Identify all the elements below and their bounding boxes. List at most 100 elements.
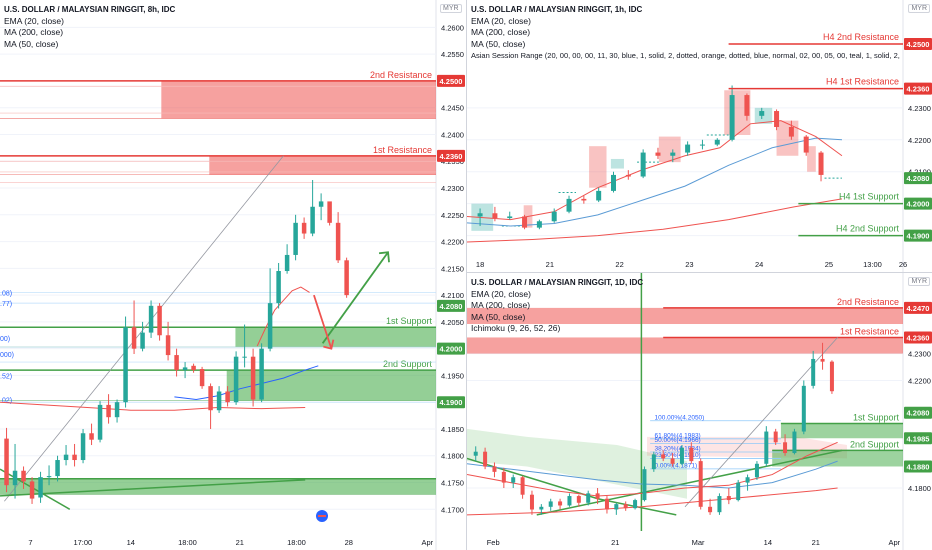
candle-body: [801, 385, 806, 432]
candle-body: [501, 471, 506, 483]
chart-8h-canvas[interactable]: 4.26004.25504.25004.24504.24004.23504.23…: [0, 0, 466, 550]
panel-divider-horizontal: [466, 272, 932, 273]
price-label-text: 4.1985: [907, 434, 930, 443]
candle-body: [477, 213, 483, 217]
candle-body: [123, 327, 128, 403]
price-label-text: 4.2360: [907, 85, 930, 94]
x-tick-label: 21: [546, 260, 554, 269]
candle-body: [595, 493, 600, 499]
x-tick-label: 21: [812, 538, 820, 547]
candle-body: [310, 206, 315, 234]
candle-body: [473, 451, 478, 456]
chart-8h-panel[interactable]: 4.26004.25504.25004.24504.24004.23504.23…: [0, 0, 466, 550]
y-tick-label: 4.2300: [441, 184, 464, 193]
y-tick-label: 4.1750: [441, 479, 464, 488]
chart-1d-canvas[interactable]: 4.2300 4.2200 4.1800 Feb 21 Mar 14 21 Apr 2nd Res…: [467, 273, 932, 550]
candle-body: [586, 493, 591, 503]
candle-body: [38, 477, 43, 498]
price-label-badge: [437, 149, 465, 162]
candle-body: [614, 504, 619, 510]
ema-line: [467, 441, 838, 497]
candle-body: [55, 460, 60, 477]
candle-body: [803, 136, 809, 153]
bearish-arrow-head: [323, 339, 335, 350]
candle-body: [335, 222, 341, 261]
price-label-badge: [437, 342, 465, 355]
candle-body: [699, 144, 705, 146]
fib-label: 61.80%(4.1983): [654, 432, 700, 439]
candle-body: [788, 127, 794, 137]
candle-body: [114, 402, 120, 418]
candle-body: [157, 305, 162, 336]
price-label-badge: [437, 74, 465, 87]
price-label-text: 4.2080: [907, 409, 930, 418]
candle-body: [581, 198, 587, 201]
candle-body: [745, 477, 750, 483]
session-box: [658, 136, 681, 163]
y-tick-label: 4.1800: [908, 484, 931, 493]
candle-body: [774, 111, 780, 128]
x-tick-label: 18: [476, 260, 484, 269]
candle-body: [792, 431, 797, 454]
candle-body: [4, 438, 9, 486]
bullish-arrow-head: [378, 251, 390, 263]
candle-body: [63, 454, 69, 461]
candle-body: [165, 335, 171, 356]
candle-body: [640, 152, 646, 177]
y-tick-label: 4.2200: [908, 136, 931, 145]
candle-body: [708, 506, 713, 513]
ma200-line: [467, 198, 843, 243]
price-label-text: 4.2080: [907, 174, 930, 183]
x-tick-label: 14: [127, 538, 135, 547]
price-label-badge: [904, 82, 932, 95]
candle-body: [642, 469, 647, 501]
candle-body: [811, 358, 816, 386]
fib-label: 100.00%(4.2050): [654, 414, 704, 421]
price-label-badge: [904, 406, 932, 419]
x-tick-label: Apr: [421, 538, 433, 547]
ichimoku-cloud: [467, 428, 687, 499]
indicator-value-label: 000): [0, 352, 14, 359]
candle-body: [689, 447, 694, 462]
candle-body: [655, 152, 661, 156]
candle-body: [685, 144, 691, 153]
chart-1h-panel[interactable]: 4.23004.22004.21004.20004.19001821222324…: [467, 0, 932, 272]
candle-body: [225, 391, 230, 403]
price-label-text: 4.2500: [440, 77, 463, 86]
zone-label: 1st Resistance: [373, 145, 432, 155]
y-tick-label: 4.1850: [441, 425, 464, 434]
price-label-badge: [904, 172, 932, 185]
zone-label: 2nd Resistance: [370, 70, 432, 80]
candle-body: [89, 433, 94, 440]
candle-body: [318, 201, 324, 207]
candle-body: [344, 260, 349, 296]
x-tick-label: 18:00: [178, 538, 197, 547]
indicator-value-label: .52): [0, 373, 12, 380]
candle-body: [670, 458, 675, 464]
candle-body: [284, 254, 290, 272]
zone-box: [467, 337, 903, 354]
zone-label: 1st Support: [386, 316, 433, 326]
y-tick-label: 4.2550: [441, 50, 464, 59]
chart-1d-panel[interactable]: 4.2300 4.2200 4.1800 Feb 21 Mar 14 21 Apr 2nd Res…: [467, 273, 932, 550]
price-label-text: 4.2360: [907, 333, 930, 342]
candle-body: [744, 95, 750, 116]
candle-body: [679, 447, 684, 464]
candle-body: [558, 501, 563, 506]
price-label-text: 4.2080: [440, 302, 463, 311]
candle-body: [548, 501, 553, 507]
candle-body: [97, 404, 103, 440]
candle-body: [567, 496, 572, 506]
zone-label: 2nd Support: [383, 359, 433, 369]
price-label-badge: [437, 299, 465, 312]
y-tick-label: 4.2100: [441, 291, 464, 300]
x-tick-label: 18:00: [287, 538, 306, 547]
y-tick-label: 4.2600: [441, 23, 464, 32]
x-tick-label: 28: [345, 538, 353, 547]
candle-body: [80, 433, 86, 461]
candle-body: [182, 367, 188, 371]
chart-1h-canvas[interactable]: 4.23004.22004.21004.20004.19001821222324…: [467, 0, 932, 272]
y-tick-label: 4.2450: [441, 104, 464, 113]
candle-body: [754, 463, 759, 478]
candle-body: [714, 139, 720, 145]
